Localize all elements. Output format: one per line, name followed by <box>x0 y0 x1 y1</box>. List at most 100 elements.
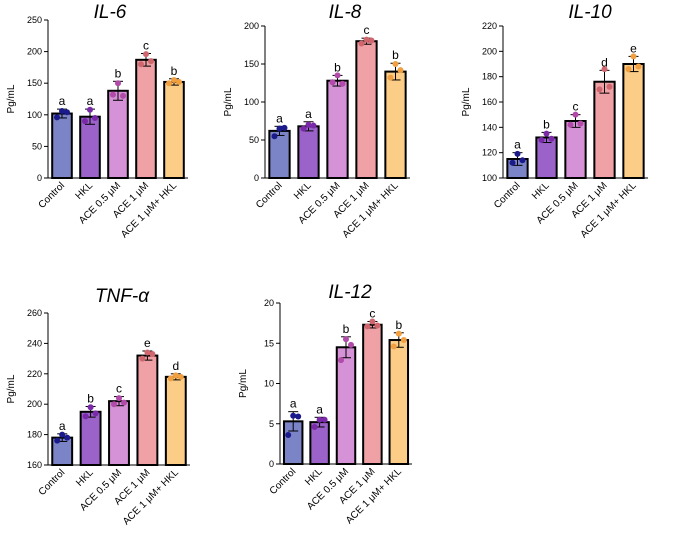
data-point <box>329 79 336 86</box>
significance-letter: b <box>115 66 122 80</box>
y-tick-label: 140 <box>482 122 497 132</box>
category-label: Control <box>254 180 285 211</box>
y-tick-label: 100 <box>482 173 497 183</box>
significance-letter: a <box>59 94 66 108</box>
data-point <box>59 431 66 438</box>
bar-5 <box>164 375 187 466</box>
category-label: Control <box>37 180 68 211</box>
data-point <box>390 343 397 350</box>
data-point <box>316 416 323 423</box>
bar-5 <box>622 63 645 179</box>
category-label: ACE 1 μM+ HKL <box>341 180 401 240</box>
data-point <box>374 322 381 329</box>
data-point <box>148 58 154 65</box>
data-point <box>577 120 584 127</box>
significance-letter: a <box>276 111 283 125</box>
chart-title: IL-6 <box>94 2 127 23</box>
significance-letter: e <box>630 41 637 55</box>
data-point <box>87 106 93 113</box>
y-tick-label: 100 <box>244 97 259 107</box>
bar-3 <box>564 120 587 179</box>
y-tick-label: 200 <box>27 399 42 409</box>
y-tick-label: 240 <box>27 338 42 348</box>
data-point <box>290 412 297 419</box>
data-point <box>625 66 632 73</box>
data-point <box>339 80 346 87</box>
significance-letter: a <box>316 402 323 416</box>
y-tick-label: 200 <box>482 46 497 56</box>
data-point <box>172 372 179 379</box>
y-tick-label: 5 <box>269 419 274 429</box>
bar-5 <box>384 70 407 179</box>
bar-3 <box>326 79 349 179</box>
y-axis-label: Pg/mL <box>223 87 234 116</box>
data-point <box>387 74 394 81</box>
data-point <box>111 401 117 408</box>
category-label: HKL <box>292 180 314 202</box>
bar-2 <box>297 125 320 179</box>
category-label: Control <box>37 467 68 498</box>
data-point <box>334 72 341 79</box>
y-tick-label: 200 <box>244 21 259 31</box>
y-tick-label: 160 <box>482 97 497 107</box>
chart-title: IL-10 <box>568 2 612 23</box>
significance-letter: d <box>601 55 608 69</box>
y-tick-label: 180 <box>27 430 42 440</box>
data-point <box>596 86 603 93</box>
significance-letter: b <box>392 48 399 62</box>
y-tick-label: 150 <box>244 59 259 69</box>
bar-2 <box>79 115 101 179</box>
chart-title: IL-8 <box>329 2 362 23</box>
data-point <box>311 423 318 430</box>
bar-4 <box>593 80 616 179</box>
significance-letter: a <box>59 419 66 433</box>
bar-3 <box>108 400 130 467</box>
bar-4 <box>136 354 159 466</box>
significance-letter: e <box>144 336 151 350</box>
data-point <box>92 114 98 121</box>
significance-letter: a <box>514 138 521 152</box>
category-label: HKL <box>74 467 96 489</box>
y-tick-label: 0 <box>269 459 274 469</box>
bar-5 <box>163 80 185 179</box>
data-point <box>364 323 371 330</box>
data-point <box>321 416 328 423</box>
data-point <box>630 53 637 60</box>
bar-1 <box>51 112 73 179</box>
data-point <box>92 410 99 417</box>
data-point <box>601 66 608 73</box>
data-point <box>121 399 127 406</box>
bar-2 <box>535 136 558 179</box>
chart-title: IL-12 <box>328 282 372 303</box>
category-label: ACE 1 μM+ HKL <box>579 180 639 240</box>
significance-letter: c <box>364 23 370 37</box>
y-tick-label: 100 <box>27 110 42 120</box>
significance-letter: a <box>290 397 297 411</box>
data-point <box>281 124 288 131</box>
data-point <box>538 137 545 143</box>
data-point <box>358 40 365 47</box>
y-axis-label: Pg/mL <box>461 87 472 116</box>
data-point <box>363 36 370 43</box>
significance-letter: b <box>171 64 178 78</box>
data-point <box>572 111 579 118</box>
chart-tnf-: TNF-α 160 180 200 220 240 260 Pg/mL a Control b HKL… <box>6 286 190 527</box>
data-point <box>143 51 149 58</box>
significance-letter: c <box>369 307 375 321</box>
significance-letter: a <box>305 107 312 121</box>
significance-letter: b <box>334 60 341 74</box>
data-point <box>519 157 526 164</box>
data-point <box>338 357 344 364</box>
data-point <box>369 318 376 325</box>
y-tick-label: 150 <box>27 78 42 88</box>
data-point <box>166 80 172 87</box>
data-point <box>635 63 642 70</box>
data-point <box>343 336 349 343</box>
bar-4 <box>362 323 383 465</box>
category-label: HKL <box>530 180 552 202</box>
data-point <box>509 159 516 166</box>
chart-il-10: IL-10 100 120 140 160 180 200 220 Pg/mL a Control b… <box>461 2 648 240</box>
data-point <box>392 61 399 67</box>
